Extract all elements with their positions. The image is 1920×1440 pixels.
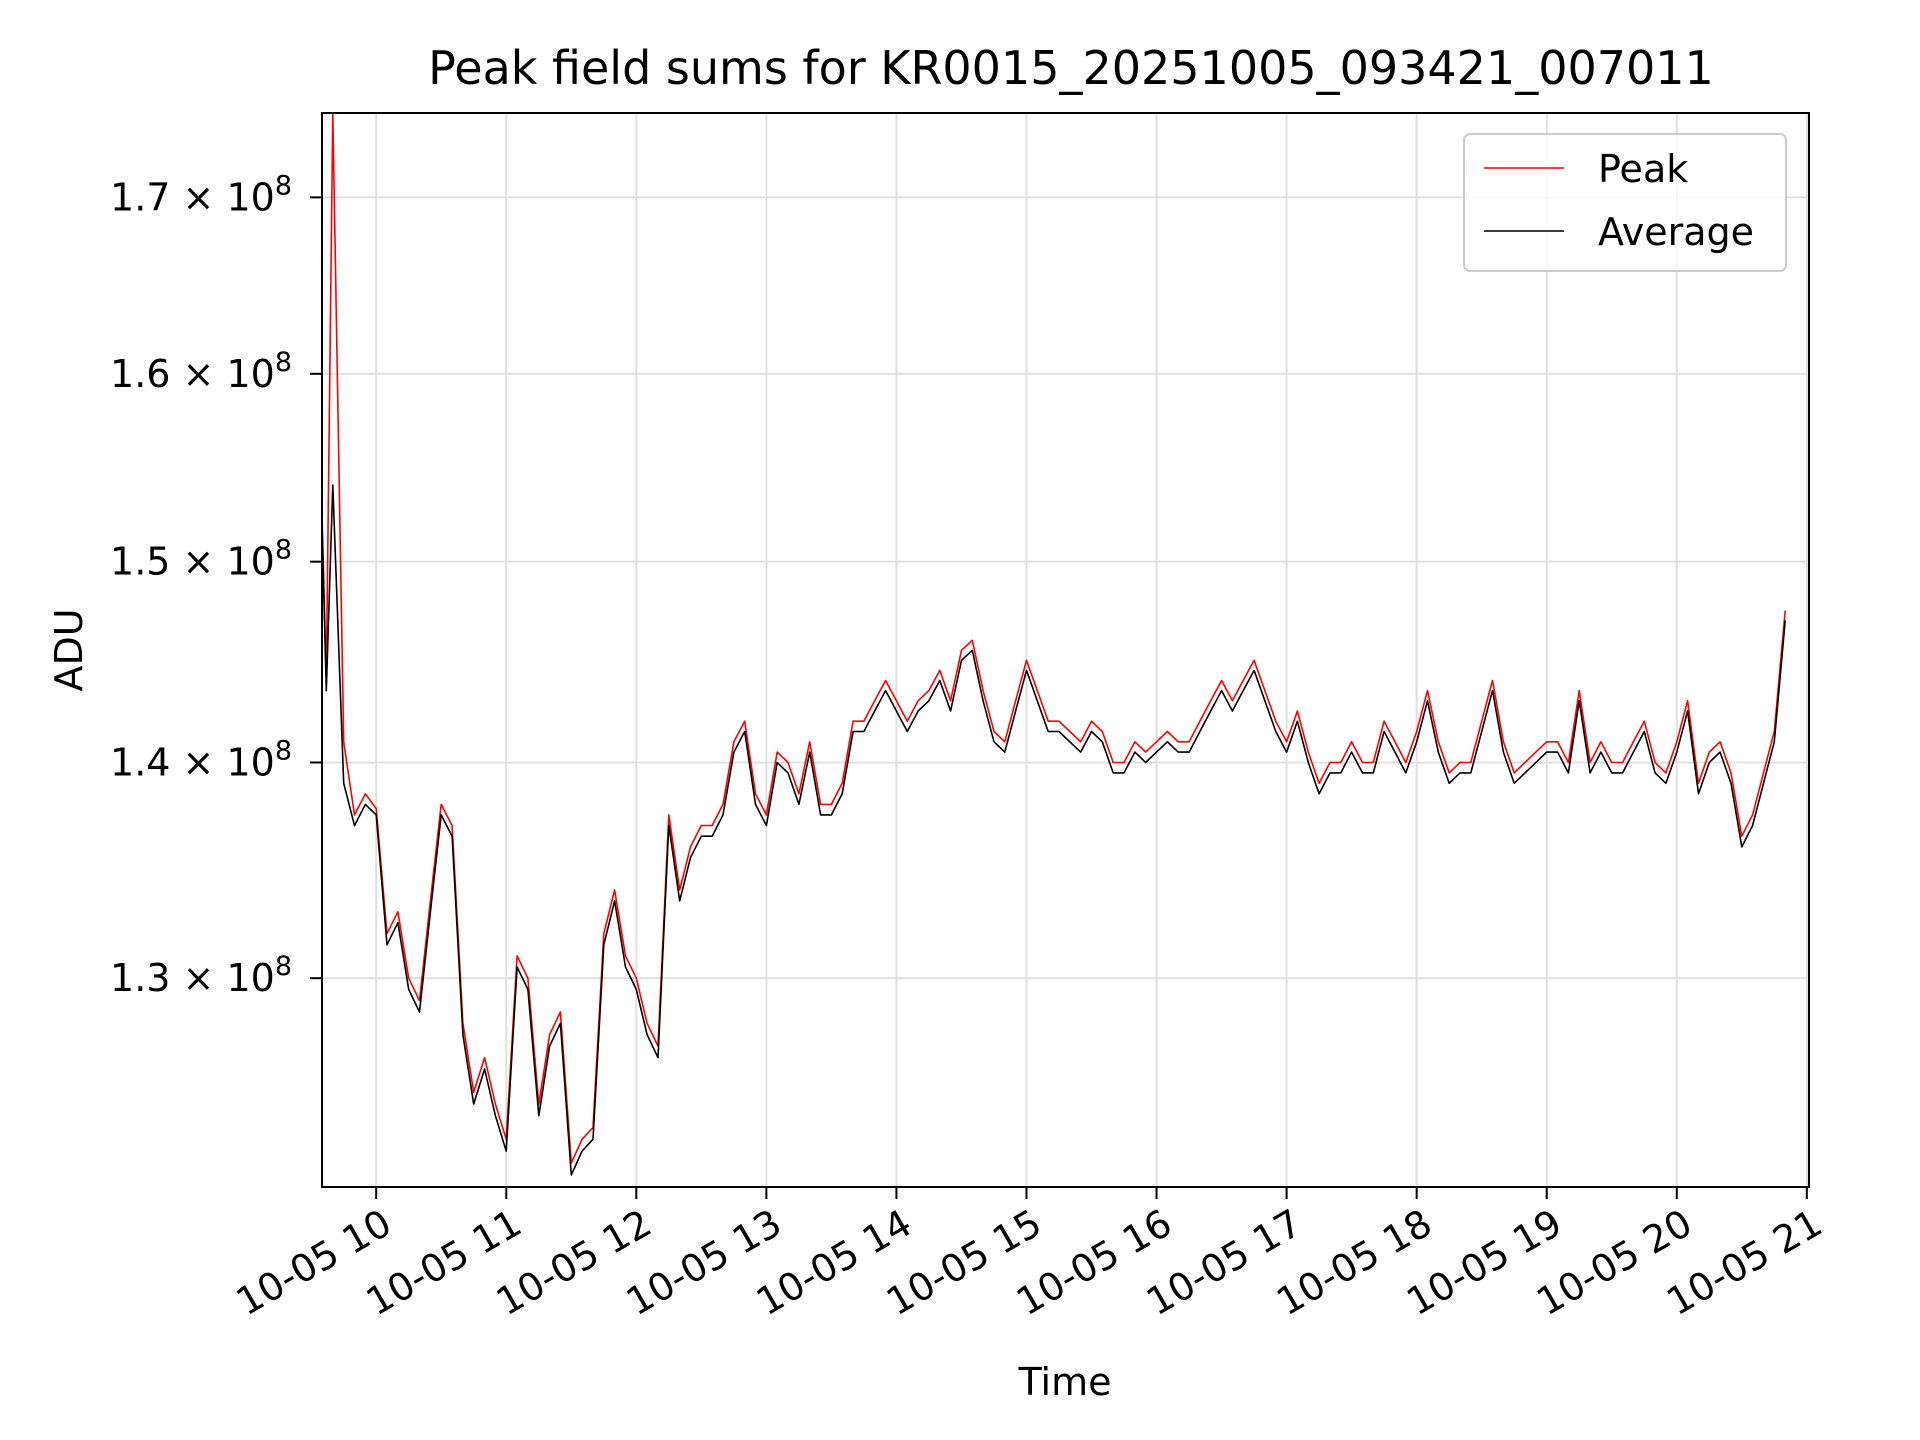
legend: Peak Average (1463, 133, 1787, 272)
y-tick-label: 1.4 × 108 (110, 735, 292, 784)
grid (322, 113, 1809, 1187)
y-axis: 1.3 × 108 1.4 × 108 1.5 × 108 1.6 × 108 1.7 … (110, 170, 322, 1000)
x-axis-label: Time (1018, 1360, 1112, 1404)
plot-frame (321, 112, 1810, 1188)
legend-label-peak: Peak (1598, 147, 1688, 191)
y-tick-label: 1.6 × 108 (110, 347, 292, 396)
legend-label-average: Average (1598, 210, 1754, 254)
y-axis-label: ADU (47, 608, 91, 691)
series-line-average (322, 484, 1786, 1176)
chart-title: Peak field sums for KR0015_20251005_0934… (428, 41, 1714, 95)
y-tick-label: 1.3 × 108 (110, 951, 292, 1000)
y-tick-label: 1.5 × 108 (110, 535, 292, 584)
series-layer (322, 113, 1786, 1176)
y-tick-label: 1.7 × 108 (110, 170, 292, 219)
series-line-peak (322, 113, 1786, 1164)
